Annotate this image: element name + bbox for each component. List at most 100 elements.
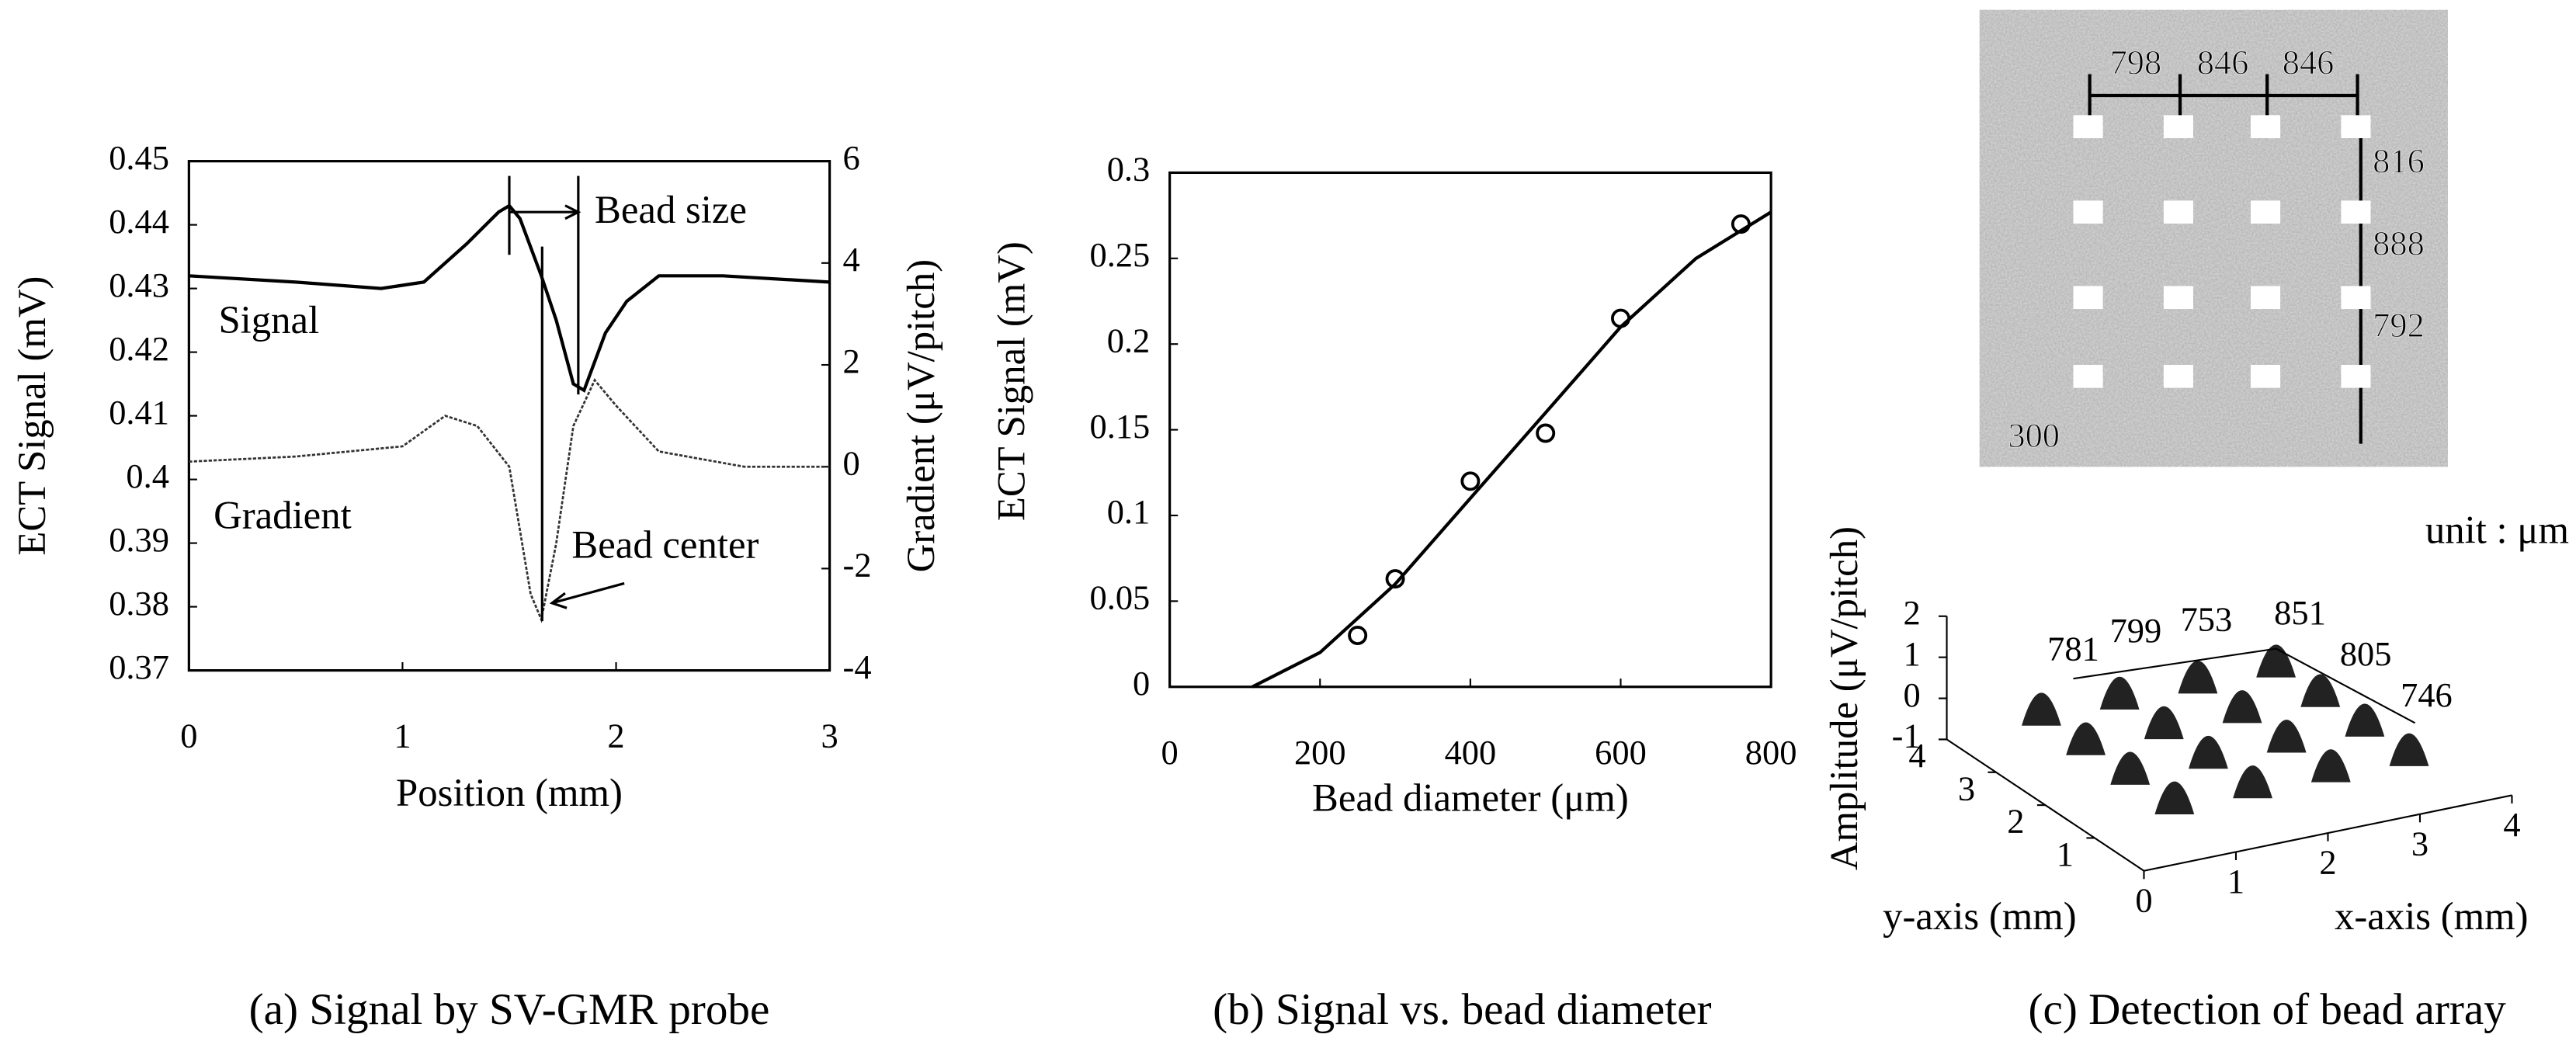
data-point bbox=[1536, 423, 1556, 443]
data-point bbox=[1348, 626, 1368, 646]
bead-peak bbox=[2154, 781, 2195, 814]
y-tick-label: 2 bbox=[2007, 802, 2024, 841]
z-tick-label: 2 bbox=[1903, 593, 1920, 632]
x-tick-label: 1 bbox=[2227, 862, 2244, 901]
y-tick-label: 0.3 bbox=[1107, 150, 1151, 189]
y2-axis-label: Gradient (μV/pitch) bbox=[899, 259, 943, 573]
y-tick-label: 0.1 bbox=[1107, 492, 1151, 531]
bead-label: 781 bbox=[2047, 630, 2099, 668]
y-axis-label: ECT Signal (mV) bbox=[989, 241, 1033, 521]
y2-tick-label: 4 bbox=[843, 240, 860, 279]
series-line bbox=[1252, 210, 1772, 689]
y-tick-label: 0.15 bbox=[1090, 407, 1151, 446]
image-label: 846 bbox=[2197, 43, 2249, 82]
image-label: 888 bbox=[2373, 224, 2425, 262]
y-tick-label: 0.39 bbox=[109, 520, 169, 559]
x-tick-label: 2 bbox=[2319, 843, 2336, 882]
x-tick-label: 1 bbox=[394, 717, 411, 755]
bead-peak bbox=[2189, 735, 2228, 769]
bead-peak bbox=[2345, 703, 2385, 737]
y2-tick-label: 6 bbox=[843, 138, 860, 177]
y2-tick-label: 2 bbox=[843, 342, 860, 380]
y-tick-label: 0.41 bbox=[109, 393, 169, 432]
y-tick-label: 0.43 bbox=[109, 265, 169, 304]
x-tick-label: 2 bbox=[607, 717, 624, 755]
z-axis-label: Amplitude (μV/pitch) bbox=[1822, 526, 1866, 870]
bead-peak bbox=[2022, 692, 2061, 726]
image-label: 300 bbox=[2008, 415, 2060, 454]
bead-label: 753 bbox=[2181, 599, 2233, 638]
bead-peak bbox=[2233, 765, 2272, 799]
z-tick-label: -1 bbox=[1892, 717, 1921, 755]
x-axis-line bbox=[2144, 794, 2512, 872]
y-tick-label: 0.05 bbox=[1090, 578, 1151, 617]
bead-peak bbox=[2256, 644, 2296, 678]
bead-peak bbox=[2099, 676, 2140, 710]
bead-peak bbox=[2066, 722, 2106, 755]
x-tick-label: 0 bbox=[2135, 880, 2152, 919]
z-tick-label: 1 bbox=[1903, 634, 1920, 673]
data-point bbox=[1385, 569, 1405, 589]
bead-peak bbox=[2222, 690, 2262, 724]
x-tick-label: 800 bbox=[1745, 733, 1797, 772]
bead-peak bbox=[2178, 661, 2218, 694]
y-tick-label: 4 bbox=[1908, 736, 1925, 775]
x-tick-label: 4 bbox=[2503, 805, 2520, 844]
y-tick-label: 1 bbox=[2057, 835, 2074, 873]
x-axis-label: Bead diameter (μm) bbox=[1312, 776, 1629, 820]
y-tick-label: 0.38 bbox=[109, 584, 169, 623]
y-tick-label: 0.37 bbox=[109, 647, 169, 686]
y-tick-label: 3 bbox=[1958, 769, 1975, 807]
y-tick-label: 0.4 bbox=[126, 456, 169, 495]
bead-label: 851 bbox=[2274, 593, 2326, 632]
y-tick-label: 0.2 bbox=[1107, 321, 1151, 359]
bead-peak bbox=[2310, 749, 2351, 783]
annotation: Bead center bbox=[571, 523, 759, 567]
series-label: Gradient bbox=[214, 494, 352, 537]
y-axis-label: y-axis (mm) bbox=[1883, 894, 2077, 938]
bead-peak bbox=[2144, 706, 2184, 740]
bead-peak bbox=[2110, 751, 2151, 785]
x-tick-label: 0 bbox=[1161, 733, 1179, 772]
y-tick-label: 0.42 bbox=[109, 329, 169, 368]
image-label: 798 bbox=[2110, 43, 2162, 82]
x-tick-label: 3 bbox=[821, 717, 838, 755]
bead-label: 746 bbox=[2401, 675, 2453, 714]
plot-frame bbox=[1168, 171, 1772, 689]
y2-tick-label: -2 bbox=[843, 546, 872, 585]
annotation: Bead size bbox=[595, 188, 747, 231]
y-tick-label: 0.25 bbox=[1090, 235, 1151, 274]
bead-label: 805 bbox=[2340, 634, 2392, 673]
data-point bbox=[1460, 471, 1481, 491]
image-label: 792 bbox=[2373, 306, 2425, 345]
peak-profile-line bbox=[2276, 647, 2416, 724]
bead-peak bbox=[2300, 674, 2341, 707]
y-tick-label: 0.44 bbox=[109, 202, 169, 241]
x-tick-label: 400 bbox=[1445, 733, 1497, 772]
x-tick-label: 200 bbox=[1294, 733, 1346, 772]
x-axis-label: x-axis (mm) bbox=[2335, 894, 2529, 938]
image-label: 816 bbox=[2373, 141, 2425, 180]
caption: (a) Signal by SV-GMR probe bbox=[249, 985, 770, 1034]
y2-tick-label: -4 bbox=[843, 647, 872, 686]
x-tick-label: 3 bbox=[2411, 824, 2428, 862]
y2-tick-label: 0 bbox=[843, 443, 860, 482]
caption: (c) Detection of bead array bbox=[2029, 985, 2507, 1034]
image-label: 846 bbox=[2283, 43, 2335, 82]
image-beads bbox=[2073, 115, 2371, 388]
y-tick-label: 0.45 bbox=[109, 138, 169, 177]
x-axis-label: Position (mm) bbox=[396, 771, 623, 814]
data-point bbox=[1611, 308, 1630, 328]
x-tick-label: 600 bbox=[1595, 733, 1647, 772]
micrograph-texture bbox=[1979, 9, 2448, 467]
bead-center-arrow bbox=[549, 581, 625, 609]
caption: (b) Signal vs. bead diameter bbox=[1213, 985, 1711, 1034]
bead-size-arrow bbox=[509, 204, 582, 220]
peak-profile-line bbox=[2073, 647, 2276, 680]
bead-label: 799 bbox=[2110, 611, 2162, 650]
bead-peak bbox=[2266, 720, 2307, 753]
x-tick-label: 0 bbox=[180, 717, 197, 755]
unit-note: unit : μm bbox=[2425, 508, 2569, 552]
